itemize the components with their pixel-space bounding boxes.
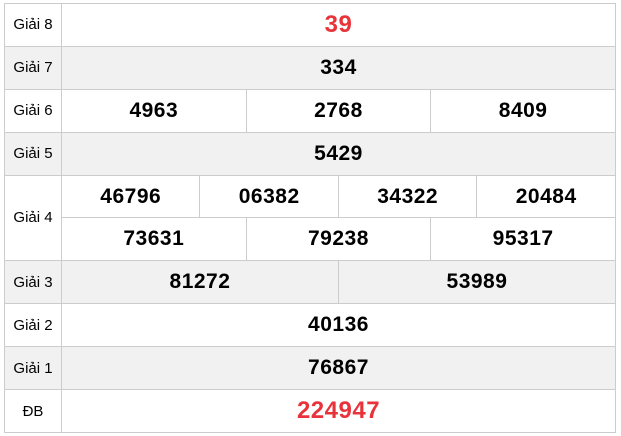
prize-value-g7: 334 (61, 45, 616, 90)
prize-row-g3: Giải 3 81272 53989 (4, 260, 617, 305)
prize-value-g4-7: 95317 (430, 217, 616, 262)
prize-value-g4-4: 20484 (476, 174, 616, 219)
prize-label-g1: Giải 1 (4, 346, 62, 391)
prize-value-g4-3: 34322 (337, 174, 478, 219)
prize-label-g8: Giải 8 (4, 3, 62, 47)
prize-value-g8: 39 (61, 3, 616, 47)
prize-value-db: 224947 (61, 389, 616, 433)
prize-row-g6: Giải 6 4963 2768 8409 (4, 88, 616, 133)
prize-value-g3-1: 81272 (61, 260, 339, 305)
prize-value-g6-2: 2768 (245, 88, 432, 133)
prize-label-g6: Giải 6 (4, 88, 62, 133)
prize-row-g4-line2: 73631 79238 95317 (5, 217, 616, 262)
prize-row-db: ĐB 224947 (4, 389, 616, 433)
prize-value-g1: 76867 (61, 346, 616, 391)
prize-label-db: ĐB (4, 389, 62, 433)
prize-label-g4: Giải 4 (4, 174, 62, 262)
prize-row-g5: Giải 5 5429 (4, 131, 616, 176)
prize-label-g5: Giải 5 (4, 131, 62, 176)
prize-value-g4-2: 06382 (199, 174, 339, 219)
prize-label-g2: Giải 2 (4, 303, 62, 348)
prize-value-g6-3: 8409 (430, 88, 616, 133)
prize-value-g6-1: 4963 (61, 88, 247, 133)
prize-value-g4-6: 79238 (245, 217, 432, 262)
prize-row-g7: Giải 7 334 (4, 45, 616, 90)
prize-value-g5: 5429 (61, 131, 616, 176)
prize-row-g1: Giải 1 76867 (4, 346, 616, 391)
prize-label-g3: Giải 3 (4, 260, 62, 305)
prize-row-g4-line1: Giải 4 46796 06382 34322 20484 (4, 174, 616, 262)
lottery-results-table: Giải 8 39 Giải 7 334 Giải 6 4963 2768 84… (4, 3, 617, 433)
prize-label-g7: Giải 7 (4, 45, 62, 90)
prize-value-g3-2: 53989 (337, 260, 617, 305)
prize-value-g4-5: 73631 (61, 217, 247, 262)
prize-row-g2: Giải 2 40136 (4, 303, 616, 348)
prize-value-g4-1: 46796 (60, 174, 201, 219)
prize-row-g8: Giải 8 39 (4, 3, 616, 47)
prize-value-g2: 40136 (61, 303, 616, 348)
